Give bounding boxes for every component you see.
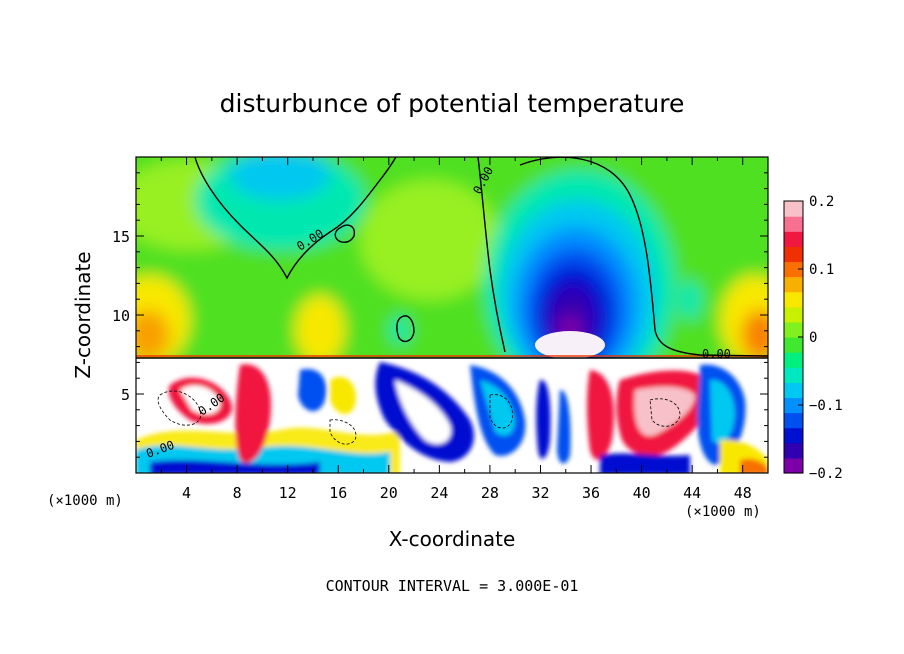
colorbar-swatch <box>784 216 803 232</box>
colorbar-swatch <box>784 457 803 474</box>
x-units-left: (×1000 m) <box>47 493 123 509</box>
colorbar-swatch <box>784 367 803 383</box>
x-tick-label: 16 <box>329 484 347 502</box>
x-axis: 4 8 12 16 20 24 28 32 36 40 44 48 <box>160 157 752 502</box>
colorbar-swatch <box>784 231 803 247</box>
colorbar-swatch <box>784 352 803 368</box>
colorbar-swatch <box>784 276 803 293</box>
colorbar-swatch <box>784 397 803 414</box>
zero-contours <box>194 157 768 357</box>
y-axis: 5 10 15 <box>112 172 768 458</box>
heatmap-field: 0.00 0.00 0.00 0.00 0.00 <box>136 157 768 473</box>
x-tick-label: 36 <box>582 484 600 502</box>
contour-interval-note: CONTOUR INTERVAL = 3.000E-01 <box>326 577 579 595</box>
colorbar-swatch <box>784 382 803 399</box>
colorbar-swatch <box>784 201 803 217</box>
x-tick-label: 12 <box>279 484 297 502</box>
y-tick-label: 15 <box>112 228 130 246</box>
colorbar: 0.2 0.1 0 −0.1 −0.2 <box>783 194 843 482</box>
y-tick-label: 10 <box>112 307 130 325</box>
x-tick-label: 20 <box>380 484 398 502</box>
colorbar-tick-label: 0 <box>809 330 817 346</box>
x-units-right: (×1000 m) <box>685 504 761 520</box>
x-tick-label: 40 <box>633 484 651 502</box>
x-tick-label: 28 <box>481 484 499 502</box>
colorbar-tick-label: 0.2 <box>809 194 834 210</box>
x-tick-label: 44 <box>683 484 701 502</box>
colorbar-swatch <box>784 337 803 353</box>
colorbar-swatch <box>784 246 803 263</box>
x-axis-label: X-coordinate <box>389 527 516 551</box>
colorbar-tick-label: −0.2 <box>809 466 843 482</box>
colorbar-swatch <box>784 306 803 323</box>
colorbar-swatch <box>784 291 803 308</box>
y-axis-label: Z-coordinate <box>71 251 95 378</box>
x-tick-label: 4 <box>182 484 191 502</box>
x-tick-label: 8 <box>233 484 242 502</box>
colorbar-swatch <box>784 412 803 429</box>
chart-title: disturbunce of potential temperature <box>220 89 685 118</box>
y-tick-label: 5 <box>121 386 130 404</box>
colorbar-tick-label: 0.1 <box>809 262 834 278</box>
x-tick-label: 24 <box>430 484 448 502</box>
colorbar-swatch <box>784 427 803 444</box>
colorbar-tick-label: −0.1 <box>809 398 843 414</box>
x-tick-label: 32 <box>531 484 549 502</box>
contour-label-3: 0.00 <box>702 347 731 361</box>
colorbar-swatch <box>784 261 803 278</box>
colorbar-swatch <box>784 321 803 338</box>
x-tick-label: 48 <box>734 484 752 502</box>
colorbar-swatch <box>784 442 803 459</box>
